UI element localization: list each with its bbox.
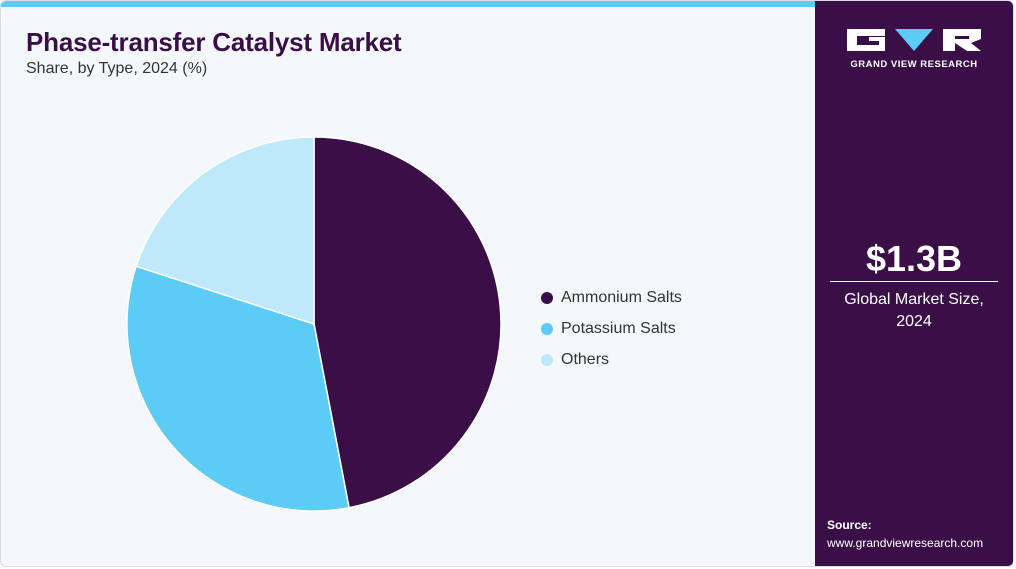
legend-item-potassium-salts: Potassium Salts: [541, 313, 682, 344]
grand-view-research-logo-icon: [847, 29, 981, 51]
legend-swatch: [541, 291, 553, 304]
legend-swatch: [541, 322, 553, 335]
divider: [830, 281, 998, 282]
market-size-label-line1: Global Market Size,: [844, 291, 984, 308]
chart-subtitle: Share, by Type, 2024 (%): [26, 60, 208, 77]
chart-title: Phase-transfer Catalyst Market: [26, 27, 402, 57]
pie-slice-potassium-salts: [126, 265, 350, 512]
pie-chart: [126, 136, 502, 512]
legend-label: Others: [561, 350, 610, 368]
source-label: Source:: [827, 518, 872, 532]
accent-bar: [1, 1, 815, 7]
pie-slice-ammonium-salts: [313, 136, 502, 509]
pie-slice-others: [135, 136, 315, 326]
legend-item-ammonium-salts: Ammonium Salts: [541, 282, 682, 313]
source-url[interactable]: www.grandviewresearch.com: [827, 536, 984, 550]
market-size-label: Global Market Size, 2024: [815, 289, 1013, 333]
market-size-label-line2: 2024: [896, 313, 932, 330]
chart-legend: Ammonium Salts Potassium Salts Others: [541, 282, 682, 375]
legend-item-others: Others: [541, 344, 682, 375]
legend-label: Potassium Salts: [561, 319, 676, 337]
legend-swatch: [541, 353, 553, 366]
legend-label: Ammonium Salts: [561, 288, 682, 306]
side-panel: GRAND VIEW RESEARCH $1.3B Global Market …: [815, 1, 1013, 566]
brand-name: GRAND VIEW RESEARCH: [850, 59, 978, 70]
market-size-value: $1.3B: [865, 238, 963, 279]
